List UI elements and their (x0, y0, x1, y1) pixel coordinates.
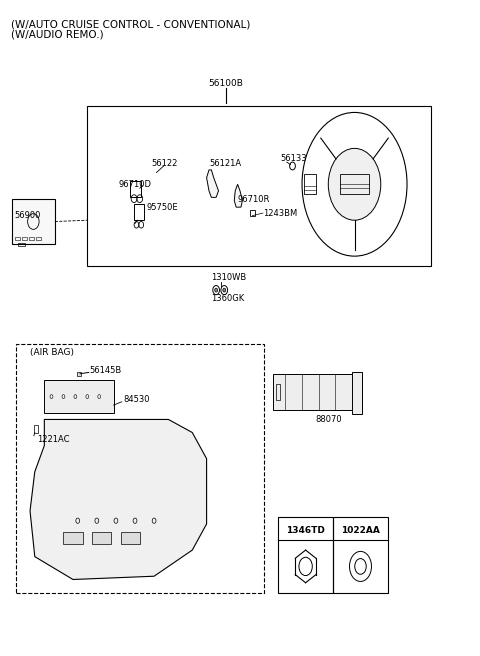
Bar (12, 199, 55, 245)
Bar (63, 532, 83, 544)
Text: 1360GK: 1360GK (211, 294, 245, 303)
Text: (W/AUDIO REMO.): (W/AUDIO REMO.) (11, 29, 104, 39)
Text: 1221AC: 1221AC (37, 434, 70, 443)
Text: 1346TD: 1346TD (286, 526, 325, 535)
Text: 96710D: 96710D (118, 180, 151, 189)
Text: 84530: 84530 (123, 396, 150, 404)
Bar (278, 518, 333, 592)
Text: 1022AA: 1022AA (341, 526, 380, 535)
Text: 56145B: 56145B (90, 366, 122, 375)
Bar (16, 344, 264, 592)
Text: 95750E: 95750E (147, 203, 179, 212)
Polygon shape (234, 184, 242, 207)
Bar (22, 237, 27, 240)
Text: 56100B: 56100B (208, 79, 243, 87)
Text: 56121A: 56121A (209, 159, 241, 168)
Polygon shape (30, 419, 206, 579)
Circle shape (328, 148, 381, 220)
Text: (AIR BAG): (AIR BAG) (30, 348, 74, 358)
Bar (274, 374, 362, 409)
Text: 56122: 56122 (152, 159, 178, 168)
Text: 56133: 56133 (281, 154, 307, 163)
Bar (304, 174, 316, 194)
Text: 1243BM: 1243BM (263, 209, 297, 218)
Bar (77, 372, 81, 376)
Circle shape (215, 288, 217, 292)
Bar (250, 211, 255, 216)
Bar (36, 237, 41, 240)
Text: 96710R: 96710R (238, 195, 270, 204)
Polygon shape (206, 170, 218, 197)
Bar (18, 243, 25, 247)
Bar (340, 174, 369, 194)
Text: 88070: 88070 (315, 415, 342, 424)
Bar (87, 106, 431, 266)
Bar (92, 532, 111, 544)
Bar (34, 424, 38, 432)
Bar (130, 181, 141, 197)
Bar (120, 532, 140, 544)
Bar (44, 380, 114, 413)
Text: 1310WB: 1310WB (211, 272, 247, 281)
Bar (134, 204, 144, 220)
Text: 56900: 56900 (14, 211, 41, 220)
Bar (29, 237, 34, 240)
Bar (15, 237, 20, 240)
Bar (352, 372, 362, 414)
Circle shape (223, 288, 226, 292)
Text: (W/AUTO CRUISE CONTROL - CONVENTIONAL): (W/AUTO CRUISE CONTROL - CONVENTIONAL) (11, 19, 250, 30)
Bar (333, 518, 388, 592)
Bar (276, 384, 280, 400)
